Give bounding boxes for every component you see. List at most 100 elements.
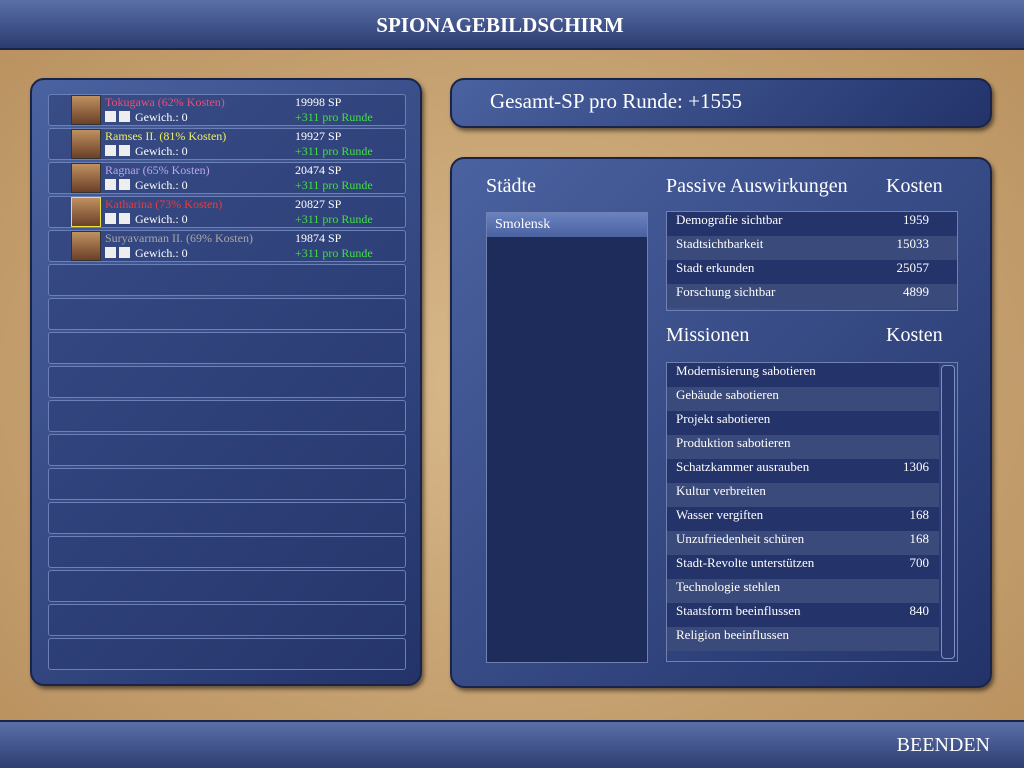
table-row[interactable]: Technologie stehlen bbox=[667, 579, 939, 603]
minus-button[interactable] bbox=[119, 213, 130, 224]
missions-title: Missionen bbox=[666, 324, 750, 346]
row-name: Stadtsichtbarkeit bbox=[676, 236, 764, 251]
leader-slot bbox=[48, 366, 406, 398]
cost-title: Kosten bbox=[886, 175, 943, 197]
leader-name: Katharina (73% Kosten) bbox=[105, 197, 223, 211]
leader-name: Ramses II. (81% Kosten) bbox=[105, 129, 227, 143]
scrollbar[interactable] bbox=[941, 365, 955, 659]
minus-button[interactable] bbox=[119, 145, 130, 156]
leader-slot bbox=[48, 434, 406, 466]
city-item[interactable]: Smolensk bbox=[487, 213, 647, 237]
table-row[interactable]: Wasser vergiften 168 bbox=[667, 507, 939, 531]
sp: 19998 SP bbox=[295, 95, 342, 109]
weight: Gewich.: 0 bbox=[135, 178, 188, 192]
row-cost: 168 bbox=[909, 531, 930, 546]
leader-slot[interactable]: Katharina (73% Kosten) Gewich.: 0 20827 SP… bbox=[48, 196, 406, 228]
table-row[interactable]: Unzufriedenheit schüren 168 bbox=[667, 531, 939, 555]
header-bar: SPIONAGEBILDSCHIRM bbox=[0, 0, 1024, 50]
portrait[interactable] bbox=[71, 129, 101, 159]
row-name: Staatsform beeinflussen bbox=[676, 603, 801, 618]
cities-title: Städte bbox=[486, 175, 536, 197]
plus-button[interactable] bbox=[105, 247, 116, 258]
weight: Gewich.: 0 bbox=[135, 212, 188, 226]
leader-slot bbox=[48, 536, 406, 568]
table-row[interactable]: Produktion sabotieren bbox=[667, 435, 939, 459]
per-turn: +311 pro Runde bbox=[295, 246, 373, 260]
leader-name: Tokugawa (62% Kosten) bbox=[105, 95, 225, 109]
leader-slot bbox=[48, 468, 406, 500]
table-row[interactable]: Demografie sichtbar 1959 bbox=[667, 212, 957, 236]
portrait[interactable] bbox=[71, 95, 101, 125]
leader-slot[interactable]: Ramses II. (81% Kosten) Gewich.: 0 19927 S… bbox=[48, 128, 406, 160]
leader-name: Suryavarman II. (69% Kosten) bbox=[105, 231, 253, 245]
table-row[interactable]: Religion beeinflussen bbox=[667, 627, 939, 651]
table-row[interactable]: Modernisierung sabotieren bbox=[667, 363, 939, 387]
leader-panel: Tokugawa (62% Kosten) Gewich.: 0 19998 SP +… bbox=[30, 78, 422, 686]
minus-button[interactable] bbox=[119, 111, 130, 122]
portrait[interactable] bbox=[71, 231, 101, 261]
plus-button[interactable] bbox=[105, 111, 116, 122]
sp: 19927 SP bbox=[295, 129, 342, 143]
table-row[interactable]: Schatzkammer ausrauben 1306 bbox=[667, 459, 939, 483]
exit-button[interactable]: BEENDEN bbox=[896, 734, 990, 756]
plus-button[interactable] bbox=[105, 213, 116, 224]
portrait[interactable] bbox=[71, 163, 101, 193]
row-cost: 1306 bbox=[903, 459, 929, 474]
table-row[interactable]: Gebäude sabotieren bbox=[667, 387, 939, 411]
total-panel: Gesamt-SP pro Runde: +1555 bbox=[450, 78, 992, 128]
per-turn: +311 pro Runde bbox=[295, 110, 373, 124]
weight: Gewich.: 0 bbox=[135, 144, 188, 158]
row-name: Technologie stehlen bbox=[676, 579, 781, 594]
per-turn: +311 pro Runde bbox=[295, 144, 373, 158]
plus-button[interactable] bbox=[105, 179, 116, 190]
title: SPIONAGEBILDSCHIRM bbox=[376, 13, 624, 37]
mission-table: Modernisierung sabotieren Gebäude sabotie… bbox=[666, 362, 958, 662]
row-cost: 1959 bbox=[903, 212, 929, 227]
plus-button[interactable] bbox=[105, 145, 116, 156]
row-name: Religion beeinflussen bbox=[676, 627, 790, 642]
table-row[interactable]: Staatsform beeinflussen 840 bbox=[667, 603, 939, 627]
table-row[interactable]: Stadt-Revolte unterstützen 700 bbox=[667, 555, 939, 579]
row-name: Stadt-Revolte unterstützen bbox=[676, 555, 815, 570]
leader-name: Ragnar (65% Kosten) bbox=[105, 163, 210, 177]
row-name: Kultur verbreiten bbox=[676, 483, 766, 498]
table-row[interactable]: Stadt erkunden 25057 bbox=[667, 260, 957, 284]
leader-slot bbox=[48, 502, 406, 534]
row-name: Forschung sichtbar bbox=[676, 284, 776, 299]
row-name: Demografie sichtbar bbox=[676, 212, 783, 227]
portrait[interactable] bbox=[71, 197, 101, 227]
row-cost: 25057 bbox=[896, 260, 930, 275]
leader-slot[interactable]: Tokugawa (62% Kosten) Gewich.: 0 19998 SP +… bbox=[48, 94, 406, 126]
leader-slot bbox=[48, 264, 406, 296]
leader-slot bbox=[48, 638, 406, 670]
footer-bar: BEENDEN bbox=[0, 720, 1024, 768]
passive-title: Passive Auswirkungen bbox=[666, 175, 848, 197]
row-cost: 700 bbox=[909, 555, 930, 570]
leader-slot bbox=[48, 570, 406, 602]
table-row[interactable]: Stadtsichtbarkeit 15033 bbox=[667, 236, 957, 260]
leader-slot[interactable]: Suryavarman II. (69% Kosten) Gewich.: 0 19… bbox=[48, 230, 406, 262]
total-sp: Gesamt-SP pro Runde: +1555 bbox=[490, 89, 742, 113]
minus-button[interactable] bbox=[119, 247, 130, 258]
weight: Gewich.: 0 bbox=[135, 246, 188, 260]
table-row[interactable]: Kultur verbreiten bbox=[667, 483, 939, 507]
table-row[interactable]: Projekt sabotieren bbox=[667, 411, 939, 435]
row-name: Gebäude sabotieren bbox=[676, 387, 779, 402]
row-cost: 15033 bbox=[896, 236, 930, 251]
detail-panel: Städte Smolensk Passive Auswirkungen Kos… bbox=[450, 157, 992, 688]
table-row[interactable]: Forschung sichtbar 4899 bbox=[667, 284, 957, 308]
passive-table: Demografie sichtbar 1959 Stadtsichtbarkeit… bbox=[666, 211, 958, 311]
sp: 20827 SP bbox=[295, 197, 342, 211]
sp: 19874 SP bbox=[295, 231, 342, 245]
row-name: Projekt sabotieren bbox=[676, 411, 771, 426]
row-name: Unzufriedenheit schüren bbox=[676, 531, 805, 546]
row-name: Stadt erkunden bbox=[676, 260, 755, 275]
per-turn: +311 pro Runde bbox=[295, 212, 373, 226]
city-list: Smolensk bbox=[486, 212, 648, 663]
leader-slot bbox=[48, 332, 406, 364]
per-turn: +311 pro Runde bbox=[295, 178, 373, 192]
row-name: Schatzkammer ausrauben bbox=[676, 459, 810, 474]
minus-button[interactable] bbox=[119, 179, 130, 190]
leader-slot[interactable]: Ragnar (65% Kosten) Gewich.: 0 20474 SP +31… bbox=[48, 162, 406, 194]
leader-slot bbox=[48, 604, 406, 636]
